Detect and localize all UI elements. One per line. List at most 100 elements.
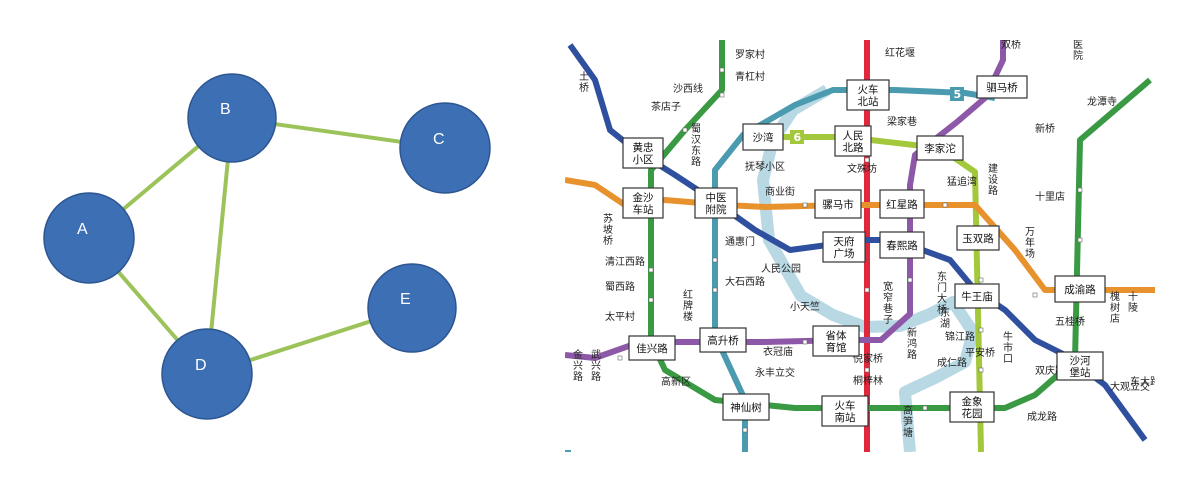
- node-circle: [161, 328, 253, 420]
- station-label: 抚琴小区: [745, 161, 785, 173]
- line-badge-number: 5: [954, 88, 962, 101]
- transfer-station-box: [916, 135, 964, 161]
- transfer-station-box: [949, 391, 995, 423]
- station-label: 红牌楼: [683, 288, 693, 323]
- station-tick: [1032, 292, 1038, 298]
- transfer-station-box: [812, 325, 860, 357]
- transfer-station: 黄忠小区: [622, 137, 664, 169]
- transfer-station: 驷马桥: [976, 75, 1028, 99]
- station-label: 新桥: [1035, 122, 1055, 135]
- transfer-station-box: [822, 231, 866, 263]
- station-tick: [922, 405, 928, 411]
- station-label: 通惠门: [725, 235, 755, 248]
- station-tick: [978, 327, 984, 333]
- transfer-station: 神仙树: [722, 393, 770, 421]
- transfer-station-label: 火车南站: [835, 399, 856, 424]
- station-tick: [802, 202, 808, 208]
- station-label: 衣冠庙: [763, 345, 793, 358]
- transfer-station-label: 春熙路: [886, 239, 918, 252]
- station-label: 蜀西路: [605, 280, 635, 293]
- transfer-station-label: 高升桥: [707, 334, 739, 347]
- transfer-station: 金象花园: [949, 391, 995, 423]
- transfer-station-box: [722, 393, 770, 421]
- station-tick: [864, 287, 870, 293]
- transfer-station-label: 黄忠小区: [633, 141, 654, 166]
- line-badge: 6: [790, 130, 804, 144]
- station-label: 建设路: [988, 162, 998, 197]
- transfer-station: 中医附院: [694, 187, 738, 219]
- station-label: 小天竺: [790, 300, 820, 313]
- line-badge: 5: [950, 87, 964, 101]
- station-tick: [719, 67, 725, 73]
- station-tick: [942, 202, 948, 208]
- station-label: 大石西路: [725, 275, 765, 288]
- transfer-station: 佳兴路: [628, 335, 676, 361]
- transfer-station-label: 天府广场: [834, 235, 855, 260]
- transfer-station-box: [879, 189, 925, 219]
- station-label: 牛市口: [1003, 330, 1013, 365]
- transfer-station-label: 佳兴路: [636, 342, 668, 355]
- station-label: 五桂桥: [1055, 315, 1085, 328]
- transfer-station: 火车南站: [821, 395, 869, 427]
- transfer-station-box: [1056, 351, 1104, 381]
- transfer-station: 牛王庙: [954, 283, 1000, 309]
- node-label: D: [195, 357, 207, 374]
- station-label: 猛追湾: [947, 175, 977, 188]
- station-label: 武兴路: [591, 348, 601, 383]
- transfer-station: 省体育馆: [812, 325, 860, 357]
- transfer-station-box: [814, 189, 862, 219]
- node-circle: [43, 192, 135, 284]
- transfer-station-label: 牛王庙: [961, 290, 993, 303]
- transfer-station: 骡马市: [814, 189, 862, 219]
- node-circle: [187, 73, 277, 163]
- station-label: 高笋塘: [903, 404, 913, 439]
- node-label: C: [433, 131, 445, 148]
- station-label: 锦江路: [945, 330, 975, 343]
- station-tick: [802, 339, 808, 345]
- transfer-station-label: 沙湾: [753, 131, 774, 144]
- station-label: 文殊坊: [847, 162, 877, 175]
- station-tick: [1077, 317, 1083, 323]
- transfer-station-label: 玉双路: [962, 232, 994, 245]
- station-label: 商业街: [765, 185, 795, 198]
- transfer-station-label: 人民北路: [843, 130, 864, 154]
- station-tick: [648, 267, 654, 273]
- node-c: C: [399, 102, 491, 194]
- station-label: 金兴路: [573, 348, 583, 383]
- transfer-station-label: 红星路: [886, 198, 918, 211]
- transfer-station: 天府广场: [822, 231, 866, 263]
- transfer-station: 玉双路: [956, 225, 1000, 251]
- station-label: 苏坡桥: [603, 212, 613, 247]
- station-label: 东大路: [1130, 375, 1155, 388]
- station-tick: [648, 297, 654, 303]
- node-d: D: [161, 328, 253, 420]
- transfer-station: 李家沱: [916, 135, 964, 161]
- station-label: 沙西线: [673, 82, 703, 95]
- station-label: 成龙路: [1027, 410, 1057, 423]
- station-label: 成仁路: [937, 356, 967, 369]
- station-label: 新鸿路: [907, 326, 917, 361]
- station-tick: [978, 277, 984, 283]
- transfer-station-label: 驷马桥: [986, 82, 1018, 94]
- station-label: 高新区: [661, 375, 691, 388]
- transfer-station-box: [1054, 275, 1106, 303]
- transfer-station-box: [821, 395, 869, 427]
- transfer-station-box: [954, 283, 1000, 309]
- transfer-station-label: 中医附院: [706, 191, 727, 216]
- transfer-station-label: 火车北站: [858, 83, 879, 108]
- transfer-station: 成渝路: [1054, 275, 1106, 303]
- transfer-station: 沙河堡站: [1056, 351, 1104, 381]
- station-label: 清江西路: [605, 255, 645, 268]
- transfer-station-box: [699, 327, 747, 353]
- station-tick: [742, 427, 748, 433]
- station-label: 槐树店: [1110, 290, 1120, 325]
- transfer-station: 金沙车站: [622, 187, 664, 219]
- station-tick: [719, 92, 725, 98]
- station-label: 人民公园: [761, 263, 801, 275]
- transfer-station-label: 神仙树: [730, 401, 762, 414]
- station-label: 蜀汉东路: [691, 123, 701, 168]
- node-circle: [399, 102, 491, 194]
- station-label: 红花堰: [885, 46, 915, 59]
